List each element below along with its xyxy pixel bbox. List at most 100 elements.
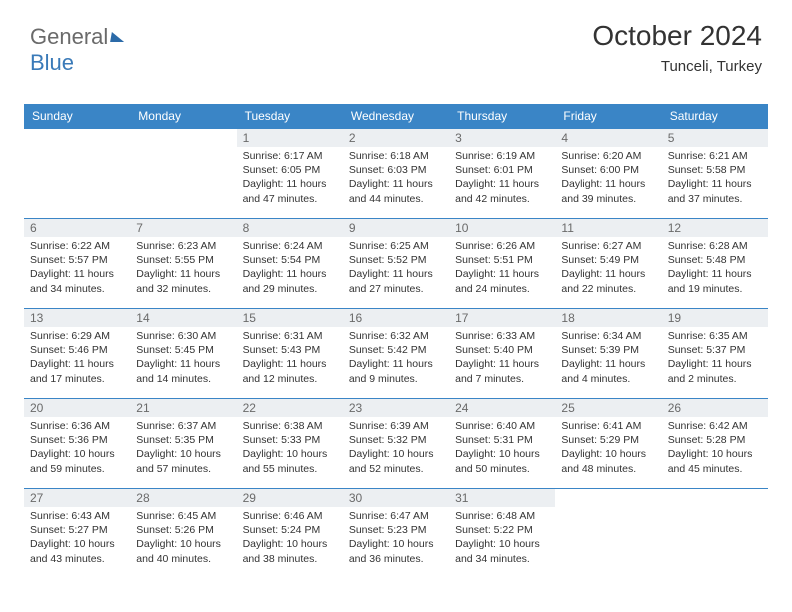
sunset-text: Sunset: 6:03 PM bbox=[349, 163, 443, 177]
daylight-text: Daylight: 11 hours bbox=[455, 267, 549, 281]
location: Tunceli, Turkey bbox=[592, 58, 762, 75]
daylight-text: and 36 minutes. bbox=[349, 552, 443, 566]
sunrise-text: Sunrise: 6:39 AM bbox=[349, 419, 443, 433]
day-number: 8 bbox=[237, 219, 343, 237]
calendar-cell: 14Sunrise: 6:30 AMSunset: 5:45 PMDayligh… bbox=[130, 308, 236, 398]
calendar-cell bbox=[555, 488, 661, 578]
sunrise-text: Sunrise: 6:24 AM bbox=[243, 239, 337, 253]
sunset-text: Sunset: 6:01 PM bbox=[455, 163, 549, 177]
sunset-text: Sunset: 5:52 PM bbox=[349, 253, 443, 267]
daylight-text: and 39 minutes. bbox=[561, 192, 655, 206]
daylight-text: and 48 minutes. bbox=[561, 462, 655, 476]
calendar-cell: 21Sunrise: 6:37 AMSunset: 5:35 PMDayligh… bbox=[130, 398, 236, 488]
daylight-text: Daylight: 11 hours bbox=[30, 357, 124, 371]
sunrise-text: Sunrise: 6:21 AM bbox=[668, 149, 762, 163]
daylight-text: Daylight: 10 hours bbox=[561, 447, 655, 461]
calendar-cell: 20Sunrise: 6:36 AMSunset: 5:36 PMDayligh… bbox=[24, 398, 130, 488]
daylight-text: and 19 minutes. bbox=[668, 282, 762, 296]
sunrise-text: Sunrise: 6:38 AM bbox=[243, 419, 337, 433]
day-number: 3 bbox=[449, 129, 555, 147]
sunrise-text: Sunrise: 6:22 AM bbox=[30, 239, 124, 253]
daylight-text: Daylight: 10 hours bbox=[455, 447, 549, 461]
daylight-text: Daylight: 11 hours bbox=[561, 267, 655, 281]
sunset-text: Sunset: 6:00 PM bbox=[561, 163, 655, 177]
daylight-text: Daylight: 11 hours bbox=[455, 357, 549, 371]
sunrise-text: Sunrise: 6:32 AM bbox=[349, 329, 443, 343]
calendar-cell: 13Sunrise: 6:29 AMSunset: 5:46 PMDayligh… bbox=[24, 308, 130, 398]
day-number: 27 bbox=[24, 489, 130, 507]
day-number: 31 bbox=[449, 489, 555, 507]
calendar-cell: 1Sunrise: 6:17 AMSunset: 6:05 PMDaylight… bbox=[237, 128, 343, 218]
calendar-cell: 30Sunrise: 6:47 AMSunset: 5:23 PMDayligh… bbox=[343, 488, 449, 578]
sunset-text: Sunset: 5:49 PM bbox=[561, 253, 655, 267]
sunrise-text: Sunrise: 6:19 AM bbox=[455, 149, 549, 163]
daylight-text: Daylight: 10 hours bbox=[243, 447, 337, 461]
day-number: 6 bbox=[24, 219, 130, 237]
daylight-text: Daylight: 11 hours bbox=[349, 267, 443, 281]
daylight-text: and 22 minutes. bbox=[561, 282, 655, 296]
calendar-cell bbox=[24, 128, 130, 218]
daylight-text: Daylight: 11 hours bbox=[349, 177, 443, 191]
sunrise-text: Sunrise: 6:43 AM bbox=[30, 509, 124, 523]
daylight-text: Daylight: 10 hours bbox=[243, 537, 337, 551]
sunrise-text: Sunrise: 6:47 AM bbox=[349, 509, 443, 523]
day-number: 7 bbox=[130, 219, 236, 237]
sunset-text: Sunset: 5:39 PM bbox=[561, 343, 655, 357]
daylight-text: and 47 minutes. bbox=[243, 192, 337, 206]
daylight-text: and 42 minutes. bbox=[455, 192, 549, 206]
daylight-text: Daylight: 11 hours bbox=[668, 267, 762, 281]
calendar-cell: 23Sunrise: 6:39 AMSunset: 5:32 PMDayligh… bbox=[343, 398, 449, 488]
sunrise-text: Sunrise: 6:20 AM bbox=[561, 149, 655, 163]
logo: General Blue bbox=[30, 24, 125, 76]
daylight-text: and 32 minutes. bbox=[136, 282, 230, 296]
daylight-text: and 44 minutes. bbox=[349, 192, 443, 206]
day-number: 5 bbox=[662, 129, 768, 147]
sunset-text: Sunset: 5:42 PM bbox=[349, 343, 443, 357]
calendar-cell: 12Sunrise: 6:28 AMSunset: 5:48 PMDayligh… bbox=[662, 218, 768, 308]
sunset-text: Sunset: 5:32 PM bbox=[349, 433, 443, 447]
day-number: 19 bbox=[662, 309, 768, 327]
daylight-text: and 34 minutes. bbox=[455, 552, 549, 566]
calendar-cell: 7Sunrise: 6:23 AMSunset: 5:55 PMDaylight… bbox=[130, 218, 236, 308]
sunrise-text: Sunrise: 6:46 AM bbox=[243, 509, 337, 523]
logo-word2: Blue bbox=[30, 50, 74, 75]
sunrise-text: Sunrise: 6:45 AM bbox=[136, 509, 230, 523]
daylight-text: and 43 minutes. bbox=[30, 552, 124, 566]
sunset-text: Sunset: 5:45 PM bbox=[136, 343, 230, 357]
month-title: October 2024 bbox=[592, 20, 762, 52]
calendar-cell: 5Sunrise: 6:21 AMSunset: 5:58 PMDaylight… bbox=[662, 128, 768, 218]
calendar-cell: 31Sunrise: 6:48 AMSunset: 5:22 PMDayligh… bbox=[449, 488, 555, 578]
daylight-text: and 4 minutes. bbox=[561, 372, 655, 386]
daylight-text: and 29 minutes. bbox=[243, 282, 337, 296]
weekday-header-row: Sunday Monday Tuesday Wednesday Thursday… bbox=[24, 104, 768, 128]
calendar-cell: 29Sunrise: 6:46 AMSunset: 5:24 PMDayligh… bbox=[237, 488, 343, 578]
weekday-header: Friday bbox=[555, 104, 661, 128]
daylight-text: Daylight: 11 hours bbox=[30, 267, 124, 281]
daylight-text: and 7 minutes. bbox=[455, 372, 549, 386]
sunset-text: Sunset: 5:43 PM bbox=[243, 343, 337, 357]
daylight-text: and 37 minutes. bbox=[668, 192, 762, 206]
sunrise-text: Sunrise: 6:34 AM bbox=[561, 329, 655, 343]
daylight-text: and 38 minutes. bbox=[243, 552, 337, 566]
sunrise-text: Sunrise: 6:26 AM bbox=[455, 239, 549, 253]
daylight-text: and 12 minutes. bbox=[243, 372, 337, 386]
calendar-cell: 27Sunrise: 6:43 AMSunset: 5:27 PMDayligh… bbox=[24, 488, 130, 578]
day-number: 10 bbox=[449, 219, 555, 237]
sunset-text: Sunset: 5:33 PM bbox=[243, 433, 337, 447]
day-number: 25 bbox=[555, 399, 661, 417]
sunset-text: Sunset: 5:29 PM bbox=[561, 433, 655, 447]
sunset-text: Sunset: 5:36 PM bbox=[30, 433, 124, 447]
daylight-text: and 2 minutes. bbox=[668, 372, 762, 386]
daylight-text: Daylight: 10 hours bbox=[136, 537, 230, 551]
calendar-cell: 16Sunrise: 6:32 AMSunset: 5:42 PMDayligh… bbox=[343, 308, 449, 398]
day-number: 14 bbox=[130, 309, 236, 327]
calendar-cell: 3Sunrise: 6:19 AMSunset: 6:01 PMDaylight… bbox=[449, 128, 555, 218]
calendar-week-row: 27Sunrise: 6:43 AMSunset: 5:27 PMDayligh… bbox=[24, 488, 768, 578]
calendar-cell bbox=[130, 128, 236, 218]
sunrise-text: Sunrise: 6:41 AM bbox=[561, 419, 655, 433]
sunset-text: Sunset: 5:58 PM bbox=[668, 163, 762, 177]
weekday-header: Tuesday bbox=[237, 104, 343, 128]
sunrise-text: Sunrise: 6:18 AM bbox=[349, 149, 443, 163]
sunset-text: Sunset: 5:26 PM bbox=[136, 523, 230, 537]
calendar-cell: 28Sunrise: 6:45 AMSunset: 5:26 PMDayligh… bbox=[130, 488, 236, 578]
